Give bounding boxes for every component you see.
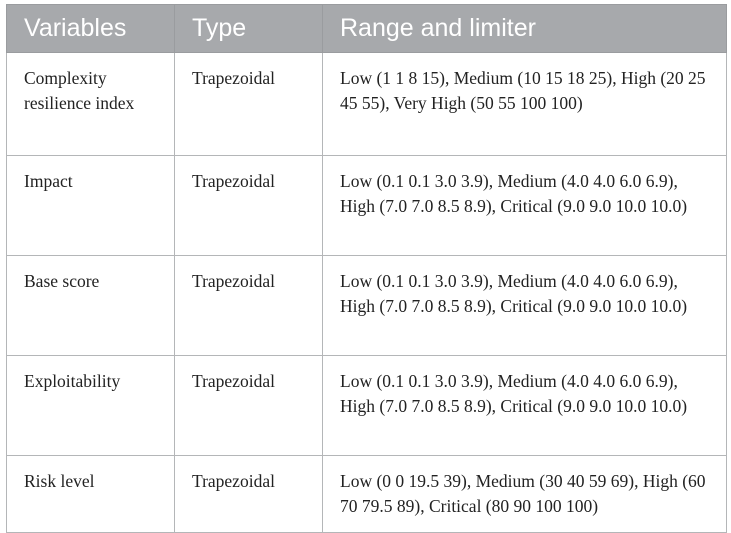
cell-variable: Exploitability (6, 355, 175, 456)
cell-variable: Impact (6, 155, 175, 256)
header-variables: Variables (6, 4, 175, 53)
variables-table: Variables Type Range and limiter Complex… (6, 4, 727, 533)
header-row: Variables Type Range and limiter (6, 4, 727, 53)
cell-type: Trapezoidal (174, 355, 323, 456)
cell-type: Trapezoidal (174, 255, 323, 356)
cell-type: Trapezoidal (174, 155, 323, 256)
header-range-and-limiter: Range and limiter (322, 4, 727, 53)
table-header: Variables Type Range and limiter (6, 4, 727, 53)
cell-variable: Complexity resilience index (6, 52, 175, 156)
table-row: Base score Trapezoidal Low (0.1 0.1 3.0 … (6, 255, 727, 356)
cell-variable: Base score (6, 255, 175, 356)
header-type: Type (174, 4, 323, 53)
cell-type: Trapezoidal (174, 455, 323, 533)
table-row: Complexity resilience index Trapezoidal … (6, 52, 727, 156)
cell-range: Low (0.1 0.1 3.0 3.9), Medium (4.0 4.0 6… (322, 155, 727, 256)
cell-range: Low (0.1 0.1 3.0 3.9), Medium (4.0 4.0 6… (322, 355, 727, 456)
cell-variable: Risk level (6, 455, 175, 533)
table-body: Complexity resilience index Trapezoidal … (6, 52, 727, 533)
table-row: Exploitability Trapezoidal Low (0.1 0.1 … (6, 355, 727, 456)
cell-range: Low (1 1 8 15), Medium (10 15 18 25), Hi… (322, 52, 727, 156)
table-row: Impact Trapezoidal Low (0.1 0.1 3.0 3.9)… (6, 155, 727, 256)
cell-range: Low (0.1 0.1 3.0 3.9), Medium (4.0 4.0 6… (322, 255, 727, 356)
cell-range: Low (0 0 19.5 39), Medium (30 40 59 69),… (322, 455, 727, 533)
cell-type: Trapezoidal (174, 52, 323, 156)
table-row: Risk level Trapezoidal Low (0 0 19.5 39)… (6, 455, 727, 533)
